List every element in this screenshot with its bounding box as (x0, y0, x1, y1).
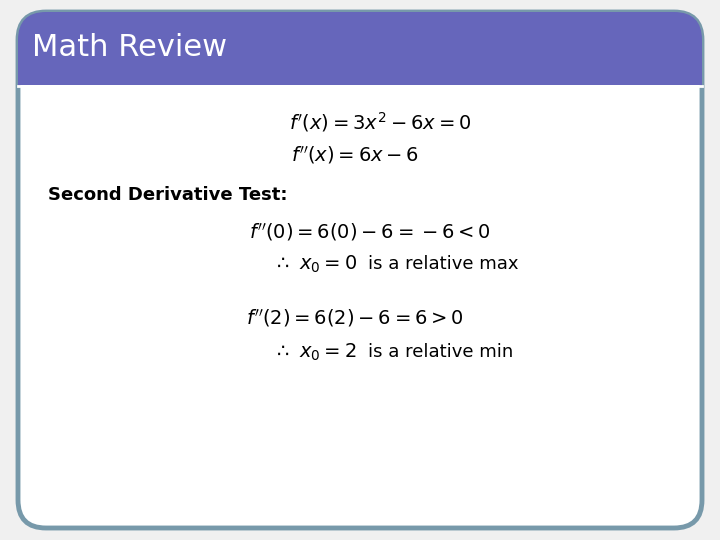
Text: is a relative min: is a relative min (368, 343, 513, 361)
Text: $f''(x) = 6x - 6$: $f''(x) = 6x - 6$ (291, 144, 419, 166)
Text: Second Derivative Test:: Second Derivative Test: (48, 186, 287, 204)
Text: $\therefore\ x_0 = 0$: $\therefore\ x_0 = 0$ (273, 253, 357, 275)
Text: $\therefore\ x_0 = 2$: $\therefore\ x_0 = 2$ (274, 341, 356, 363)
Text: $f''(2) = 6(2) - 6 = 6 > 0$: $f''(2) = 6(2) - 6 = 6 > 0$ (246, 307, 464, 329)
Text: Math Review: Math Review (32, 33, 227, 63)
Text: $f''(0) = 6(0) - 6 = -6 < 0$: $f''(0) = 6(0) - 6 = -6 < 0$ (249, 221, 491, 243)
Text: $f'(x) = 3x^2 - 6x = 0$: $f'(x) = 3x^2 - 6x = 0$ (289, 110, 471, 134)
Text: is a relative max: is a relative max (368, 255, 518, 273)
FancyBboxPatch shape (18, 12, 702, 85)
Bar (18, 55, 702, 85)
FancyBboxPatch shape (18, 12, 702, 528)
